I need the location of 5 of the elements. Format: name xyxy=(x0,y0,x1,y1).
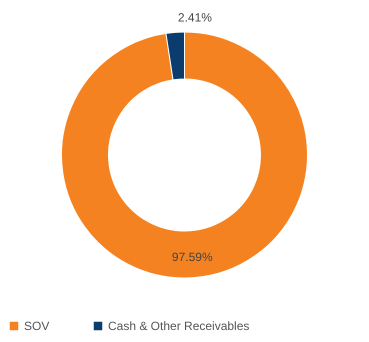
data-label: 2.41% xyxy=(178,10,212,24)
data-label: 97.59% xyxy=(172,250,213,264)
legend-label: SOV xyxy=(24,319,50,333)
legend-label: Cash & Other Receivables xyxy=(108,319,250,333)
donut-slice xyxy=(61,32,308,278)
